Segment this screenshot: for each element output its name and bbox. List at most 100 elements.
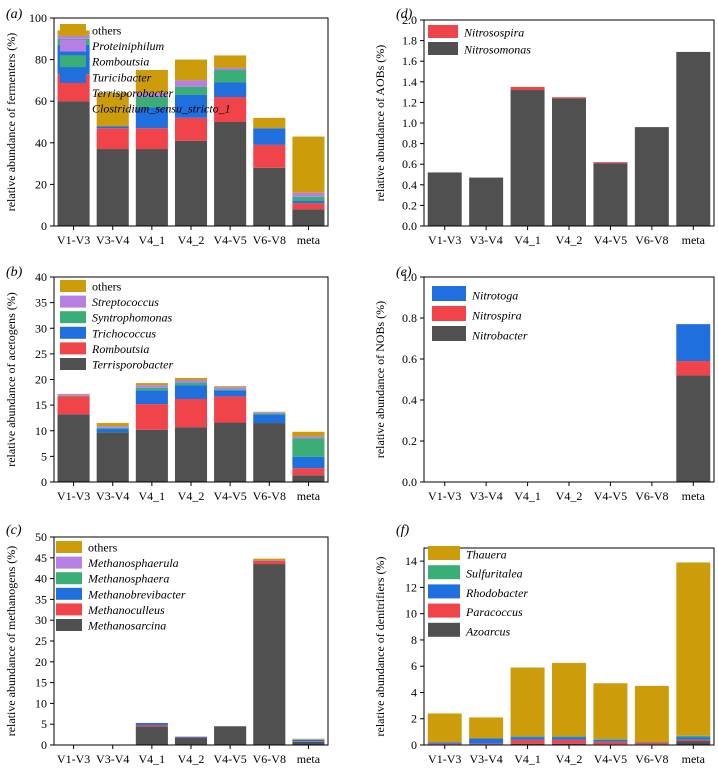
legend-label: Nitrobacter	[471, 329, 528, 343]
x-tick-label: V4_1	[139, 489, 166, 503]
legend-swatch	[60, 86, 86, 99]
y-tick-label: 80	[35, 53, 47, 67]
legend-label: Proteiniphilum	[91, 39, 165, 53]
legend: Nitrosospira Nitrosomonas	[428, 25, 531, 57]
legend-swatch	[60, 39, 86, 52]
bar-segment-d-2-1	[510, 86, 545, 91]
bar-segment-c-2-2	[135, 722, 168, 726]
y-tick-label: 0	[41, 475, 47, 489]
bar-segment-a-6-5	[292, 136, 325, 193]
x-tick-label: V4-V5	[594, 233, 627, 247]
y-tick-label: 0.6	[402, 157, 417, 171]
bar-segment-d-6-0	[676, 51, 711, 227]
bar-segment-b-1-5	[96, 423, 129, 427]
bar-segment-b-3-1	[174, 398, 208, 428]
x-tick-label: V6-V8	[635, 752, 668, 766]
y-tick-label: 2.0	[402, 13, 417, 27]
legend-label: Syntrophomonas	[92, 311, 173, 325]
y-tick-label: 1.0	[402, 270, 417, 284]
y-tick-label: 0.0	[402, 475, 417, 489]
bar-segment-b-0-5	[57, 393, 90, 395]
bar-segment-a-1-1	[96, 128, 129, 150]
bar-segment-b-5-2	[253, 414, 286, 424]
bar-segment-e-6-1	[676, 361, 711, 376]
panel-label: (c)	[6, 523, 22, 538]
bar-segment-f-0-4	[427, 713, 462, 743]
bar-segment-a-3-4	[174, 80, 208, 87]
y-tick-label: 0.8	[402, 137, 417, 151]
legend-swatch	[60, 70, 86, 83]
y-axis-title: relative abundance of acetogens (%)	[4, 292, 18, 467]
y-tick-label: 0	[41, 219, 47, 233]
y-tick-label: 35	[35, 296, 47, 310]
y-tick-label: 5	[41, 717, 47, 731]
y-tick-label: 20	[35, 373, 47, 387]
bar-segment-a-2-4	[135, 92, 168, 98]
y-tick-label: 25	[35, 347, 47, 361]
legend-label: Romboutsia	[91, 55, 149, 69]
panel-label: (b)	[6, 265, 23, 280]
bar-segment-a-3-3	[174, 86, 208, 95]
bar-segment-f-4-2	[593, 739, 628, 742]
x-tick-label: V1-V3	[57, 489, 90, 503]
y-tick-label: 20	[35, 177, 47, 191]
y-tick-label: 0.4	[402, 393, 417, 407]
bar-segment-f-1-1	[469, 743, 504, 745]
bar-segment-b-4-3	[214, 389, 247, 391]
bar-segment-b-1-3	[96, 427, 129, 429]
bar-segment-c-6-0	[292, 741, 325, 745]
legend-swatch	[60, 295, 86, 308]
bar-segment-b-3-0	[174, 427, 208, 482]
legend-swatch	[428, 546, 460, 560]
x-tick-label: V4_1	[514, 489, 541, 503]
y-tick-label: 40	[35, 572, 47, 586]
x-tick-label: V4_1	[139, 233, 166, 247]
bar-segment-a-4-3	[214, 70, 247, 83]
legend-swatch	[56, 541, 82, 553]
y-tick-label: 15	[35, 676, 47, 690]
y-axis-title: relative abundance of fermenters (%)	[4, 33, 18, 212]
bar-segment-c-2-1	[135, 725, 168, 727]
legend-swatch	[56, 619, 82, 631]
legend-swatch	[60, 280, 86, 292]
legend-label: Azoarcus	[465, 624, 511, 638]
x-tick-label: meta	[297, 489, 321, 503]
legend-swatch	[432, 286, 466, 301]
panel-c: (c) 0 5 10 15 20 25 30 35 40 45 50 V1-V3 V3-V4 V4_1 V4_…	[4, 523, 329, 766]
bar-segment-b-0-4	[57, 394, 90, 396]
bar-segment-d-5-0	[634, 127, 669, 226]
bar-segment-d-1-0	[469, 177, 504, 226]
x-tick-label: V4_2	[178, 752, 205, 766]
legend-swatch	[56, 572, 82, 585]
y-tick-label: 6	[411, 659, 417, 673]
y-tick-label: 4	[411, 685, 417, 699]
bar-segment-a-3-5	[174, 59, 208, 81]
legend-swatch	[56, 556, 82, 569]
y-tick-label: 10	[35, 424, 47, 438]
bar-segment-f-4-1	[593, 741, 628, 745]
y-tick-label: 50	[35, 530, 47, 544]
x-tick-label: V6-V8	[253, 752, 286, 766]
bar-segment-c-5-1	[253, 560, 286, 565]
legend-label: others	[88, 541, 118, 555]
bar-segment-a-4-4	[214, 67, 247, 70]
x-tick-label: meta	[682, 233, 706, 247]
x-tick-label: V4_1	[139, 752, 166, 766]
y-tick-label: 10	[405, 607, 417, 621]
legend-label: Rhodobacter	[465, 586, 528, 600]
bar-segment-b-6-3	[292, 438, 325, 457]
bar-segment-f-6-2	[676, 737, 711, 740]
bar-segment-a-6-4	[292, 192, 325, 197]
y-tick-label: 12	[405, 580, 417, 594]
bar-segment-d-3-0	[552, 98, 586, 226]
bar-segment-a-2-2	[135, 107, 168, 129]
bar-segment-f-5-2	[634, 742, 669, 744]
bar-segment-b-0-0	[57, 414, 90, 482]
legend-label: Methanobrevibacter	[87, 587, 186, 601]
bar-segment-a-4-0	[214, 122, 247, 226]
bar-segment-b-3-5	[174, 377, 208, 381]
legend-swatch	[60, 342, 86, 355]
legend-label: Methanosphaera	[87, 572, 169, 586]
